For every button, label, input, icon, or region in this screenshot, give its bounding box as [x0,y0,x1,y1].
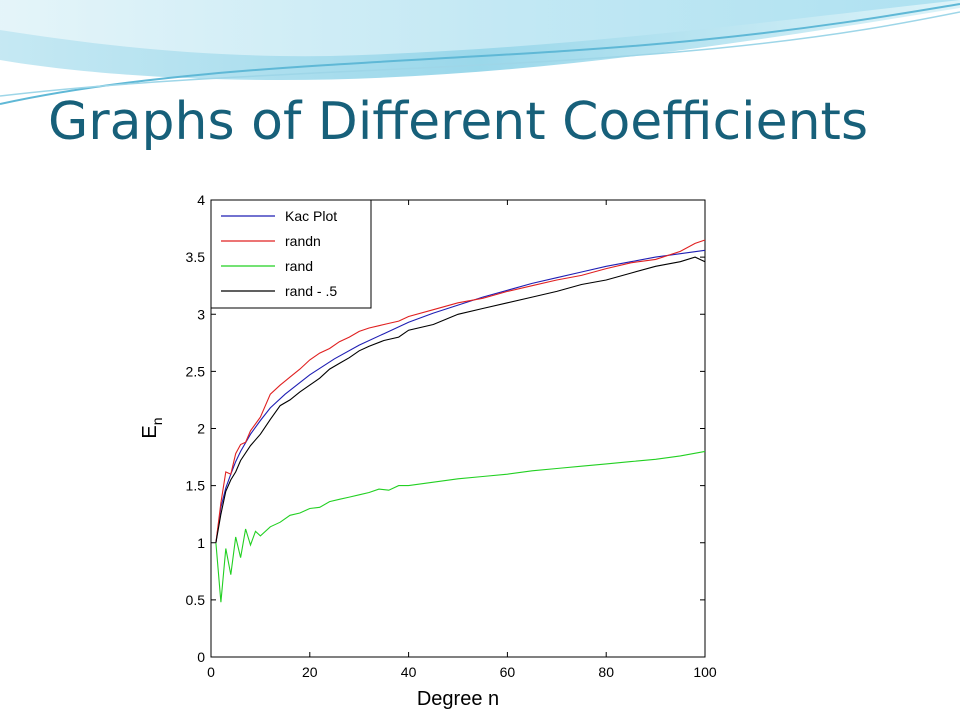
legend: Kac Plot randn rand rand - .5 [210,199,372,309]
y-tick-label: 3 [197,306,205,322]
series-line-rand-5 [215,256,706,543]
y-tick-label: 1.5 [186,478,206,494]
slide-title: Graphs of Different Coefficients [48,92,869,152]
y-axis-label-subscript: n [149,417,165,425]
x-tick-label: 40 [401,664,417,680]
legend-entry-label: randn [285,233,321,249]
x-tick-label: 0 [207,664,215,680]
series-line-randn [215,239,706,543]
series-line-kac-plot [215,249,706,543]
legend-entry-label: rand - .5 [285,283,337,299]
y-tick-label: 2.5 [186,363,206,379]
svg-text:En: En [139,417,165,438]
y-axis-label-main: E [139,425,161,438]
y-tick-label: 1 [197,535,205,551]
y-axis-label: En [139,417,165,438]
legend-box [210,199,372,309]
y-tick-label: 3.5 [186,249,206,265]
y-tick-label: 4 [197,192,205,208]
y-tick-label: 2 [197,421,205,437]
x-axis-label: Degree n [417,688,499,710]
series-layer [215,239,706,603]
y-tick-label: 0.5 [186,592,206,608]
x-tick-label: 60 [500,664,516,680]
x-tick-label: 20 [302,664,318,680]
decorative-wave-banner [0,0,960,105]
legend-entry-label: rand [285,258,313,274]
x-tick-label: 80 [598,664,614,680]
series-line-rand [215,450,706,603]
axis-ticks: 0 20 40 60 80 100 0 0.5 1 1.5 2 2.5 3 3.5 4 [186,192,717,680]
y-tick-label: 0 [197,649,205,665]
x-tick-label: 100 [693,664,717,680]
legend-entry-label: Kac Plot [285,208,337,224]
